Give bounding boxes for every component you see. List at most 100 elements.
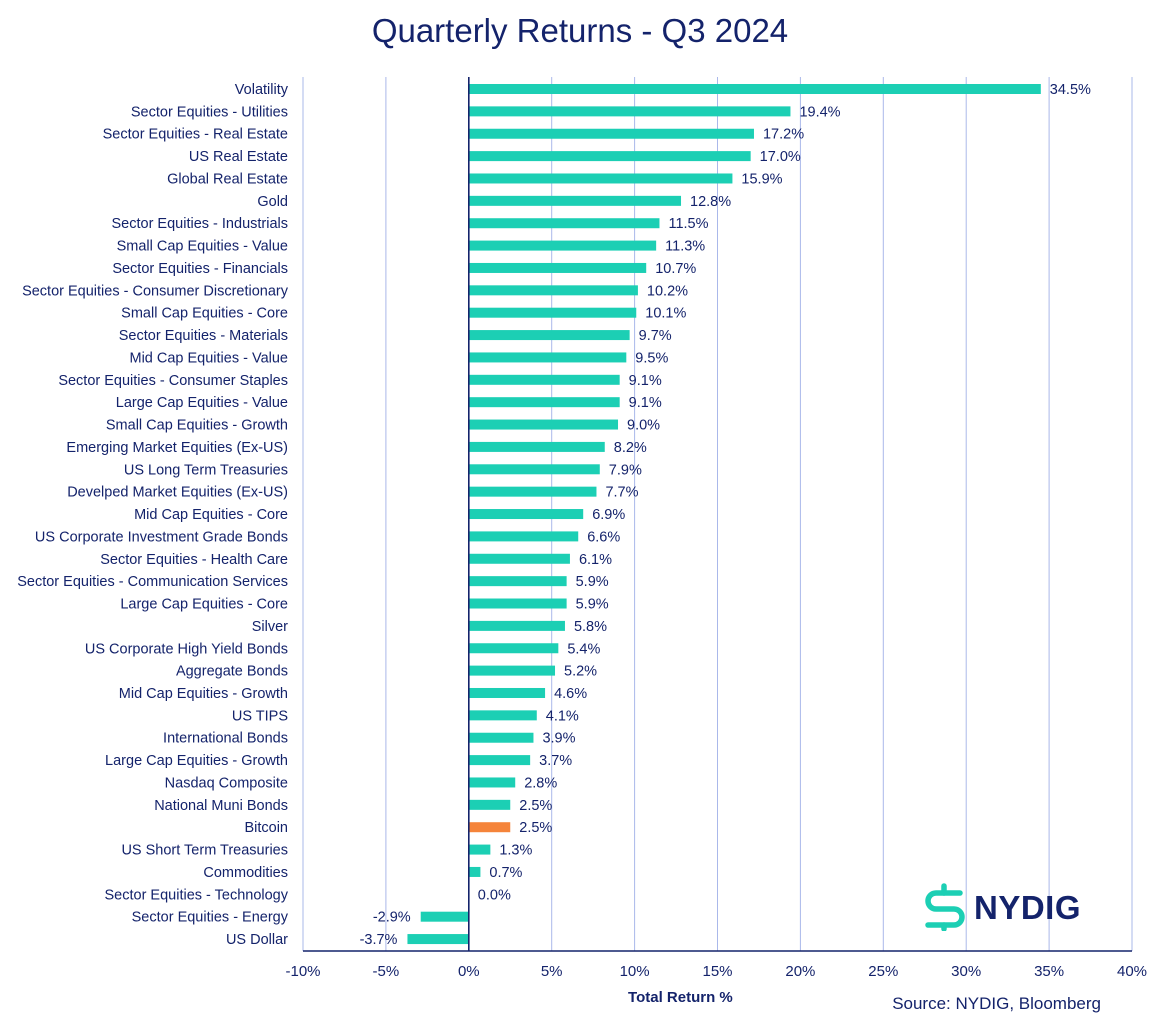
x-tick-label: 40%	[1117, 963, 1147, 980]
value-label: 0.7%	[489, 865, 522, 881]
category-label: Sector Equities - Energy	[132, 910, 289, 926]
bar	[468, 777, 516, 788]
bar	[468, 531, 579, 542]
bar	[468, 218, 660, 229]
category-label: US Dollar	[226, 932, 288, 948]
value-label: -2.9%	[373, 910, 411, 926]
category-label: Develped Market Equities (Ex-US)	[67, 485, 288, 501]
x-tick-label: 30%	[951, 963, 981, 980]
category-label: Mid Cap Equities - Core	[134, 507, 288, 523]
category-label: International Bonds	[163, 731, 288, 747]
bar	[407, 934, 469, 945]
x-axis-title: Total Return %	[628, 989, 733, 1006]
value-label: 5.8%	[574, 619, 607, 635]
category-label: Mid Cap Equities - Growth	[119, 686, 288, 702]
bar	[468, 844, 491, 855]
bar	[468, 397, 620, 408]
value-label: 19.4%	[799, 104, 840, 120]
category-label: Sector Equities - Consumer Staples	[58, 373, 288, 389]
value-label: -3.7%	[360, 932, 398, 948]
category-label: Emerging Market Equities (Ex-US)	[66, 440, 288, 456]
value-label: 0.0%	[478, 887, 511, 903]
chart-title: Quarterly Returns - Q3 2024	[371, 12, 789, 49]
x-tick-label: 0%	[458, 963, 480, 980]
nydig-logo: NYDIG	[922, 883, 1092, 933]
category-label: Sector Equities - Industrials	[112, 216, 289, 232]
value-label: 3.9%	[542, 731, 575, 747]
value-label: 9.1%	[629, 395, 662, 411]
value-label: 9.5%	[635, 350, 668, 366]
bar	[468, 307, 637, 318]
category-label: US Corporate High Yield Bonds	[85, 641, 288, 657]
bar	[468, 598, 567, 609]
bar	[468, 799, 511, 810]
bar	[468, 866, 481, 877]
bar	[468, 509, 584, 520]
value-label: 5.9%	[576, 597, 609, 613]
category-label: Commodities	[203, 865, 288, 881]
value-label: 34.5%	[1050, 82, 1091, 98]
bar	[468, 687, 546, 698]
category-label: Gold	[257, 194, 288, 210]
value-label: 1.3%	[499, 843, 532, 859]
x-tick-label: 20%	[785, 963, 815, 980]
value-label: 3.7%	[539, 753, 572, 769]
bar	[468, 330, 630, 341]
category-label: Large Cap Equities - Value	[116, 395, 288, 411]
value-label: 10.7%	[655, 261, 696, 277]
category-label: Volatility	[235, 82, 289, 98]
category-label: Sector Equities - Real Estate	[103, 127, 288, 143]
bar	[468, 84, 1041, 94]
value-label: 5.2%	[564, 664, 597, 680]
category-label: Sector Equities - Technology	[104, 887, 288, 903]
bar	[468, 128, 754, 139]
value-label: 17.2%	[763, 127, 804, 143]
bar	[468, 620, 565, 631]
category-label: Aggregate Bonds	[176, 664, 288, 680]
bar	[420, 911, 469, 922]
value-label: 6.6%	[587, 529, 620, 545]
category-label: Silver	[252, 619, 288, 635]
value-label: 4.6%	[554, 686, 587, 702]
nydig-dollar-logo-icon	[925, 883, 965, 931]
source-note: Source: NYDIG, Bloomberg	[892, 994, 1101, 1013]
category-label: Large Cap Equities - Growth	[105, 753, 288, 769]
category-label: Small Cap Equities - Growth	[106, 418, 288, 434]
category-label: US Corporate Investment Grade Bonds	[35, 529, 288, 545]
bar	[468, 822, 511, 833]
category-label: Sector Equities - Consumer Discretionary	[22, 283, 289, 299]
value-label: 2.5%	[519, 820, 552, 836]
x-tick-label: 25%	[868, 963, 898, 980]
value-label: 7.7%	[605, 485, 638, 501]
value-label: 15.9%	[741, 171, 782, 187]
category-label: US TIPS	[232, 708, 288, 724]
value-label: 9.0%	[627, 418, 660, 434]
bar	[468, 195, 682, 206]
bar	[468, 240, 657, 251]
category-label: Sector Equities - Communication Services	[17, 574, 288, 590]
category-label: Sector Equities - Financials	[112, 261, 288, 277]
value-label: 5.4%	[567, 641, 600, 657]
value-label: 5.9%	[576, 574, 609, 590]
bar	[468, 732, 534, 743]
value-label: 4.1%	[546, 708, 579, 724]
value-label: 7.9%	[609, 462, 642, 478]
category-label: Sector Equities - Materials	[119, 328, 288, 344]
value-label: 10.2%	[647, 283, 688, 299]
category-label: Bitcoin	[244, 820, 288, 836]
value-label: 10.1%	[645, 306, 686, 322]
category-label: Global Real Estate	[167, 171, 288, 187]
bar	[468, 441, 605, 452]
value-label: 6.9%	[592, 507, 625, 523]
bar	[468, 553, 570, 564]
category-label: US Long Term Treasuries	[124, 462, 288, 478]
bar	[468, 486, 597, 497]
category-label: Mid Cap Equities - Value	[129, 350, 288, 366]
value-label: 11.3%	[665, 239, 705, 255]
bar	[468, 151, 751, 162]
category-label: US Short Term Treasuries	[121, 843, 288, 859]
category-label: Large Cap Equities - Core	[120, 597, 288, 613]
bar	[468, 710, 537, 721]
bar	[468, 374, 620, 385]
